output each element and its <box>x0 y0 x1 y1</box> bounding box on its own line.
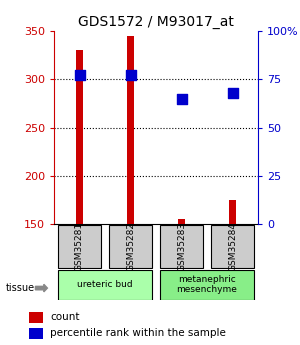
Bar <box>76 50 82 224</box>
Bar <box>128 36 134 224</box>
FancyBboxPatch shape <box>160 270 254 299</box>
Bar <box>28 328 44 339</box>
Point <box>179 96 184 101</box>
Text: count: count <box>50 312 80 322</box>
Text: GSM35284: GSM35284 <box>228 222 237 271</box>
Text: GSM35281: GSM35281 <box>75 222 84 271</box>
FancyBboxPatch shape <box>211 225 254 268</box>
Bar <box>230 200 236 224</box>
Text: tissue: tissue <box>6 283 35 293</box>
Point <box>128 73 133 78</box>
FancyBboxPatch shape <box>58 225 101 268</box>
Bar <box>28 312 44 323</box>
FancyBboxPatch shape <box>160 225 203 268</box>
FancyBboxPatch shape <box>58 270 152 299</box>
Point <box>77 73 82 78</box>
Text: GSM35283: GSM35283 <box>177 222 186 271</box>
Text: GSM35282: GSM35282 <box>126 222 135 271</box>
Text: percentile rank within the sample: percentile rank within the sample <box>50 328 226 338</box>
Point <box>230 90 235 96</box>
Text: metanephric
mesenchyme: metanephric mesenchyme <box>177 275 237 294</box>
Text: ureteric bud: ureteric bud <box>77 280 133 289</box>
Bar <box>178 219 184 224</box>
Title: GDS1572 / M93017_at: GDS1572 / M93017_at <box>78 14 234 29</box>
FancyBboxPatch shape <box>109 225 152 268</box>
